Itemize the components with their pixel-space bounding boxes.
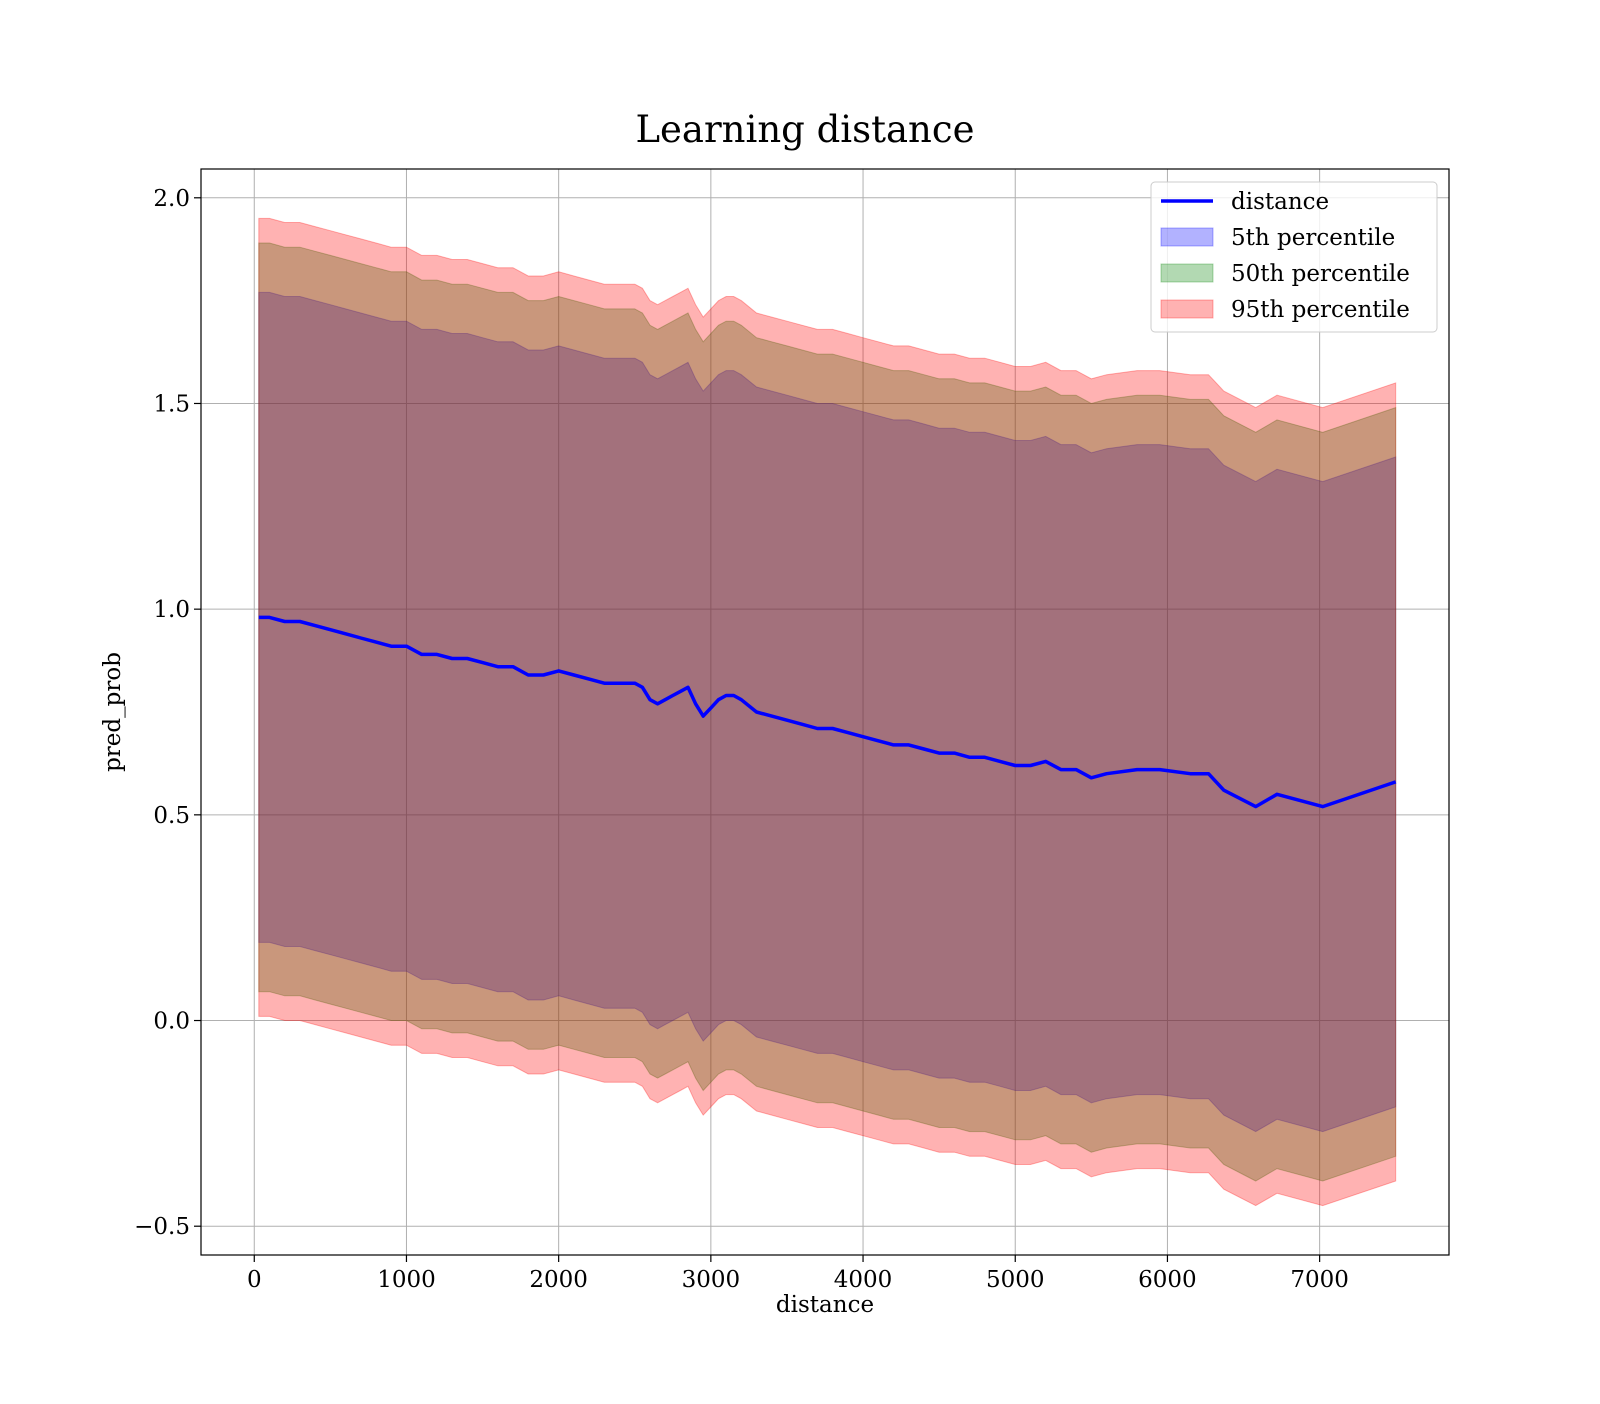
legend-swatch-95th (1160, 299, 1214, 319)
y-tick-label: 2.0 (153, 186, 190, 212)
band-95th-percentile (258, 217, 1397, 1207)
x-tick-label: 2000 (529, 1267, 588, 1293)
x-tick-label: 0 (247, 1267, 262, 1293)
y-tick-label: −0.5 (134, 1214, 190, 1240)
x-tick-label: 4000 (834, 1267, 893, 1293)
legend-label-95th: 95th percentile (1231, 297, 1410, 323)
y-tick-label: 0.5 (153, 803, 190, 829)
x-tick-label: 5000 (986, 1267, 1045, 1293)
distance-series-line (258, 615, 1397, 809)
band-5th-percentile (258, 291, 1397, 1133)
plot-frame (200, 168, 1450, 1256)
legend-label-distance: distance (1231, 189, 1329, 215)
y-tick-label: 1.5 (153, 391, 190, 417)
y-axis-label: pred_prob (100, 652, 126, 772)
legend-swatch-50th (1160, 263, 1214, 283)
legend: distance 5th percentile 50th percentile … (1150, 181, 1438, 333)
legend-frame (1150, 181, 1438, 333)
line-layer (258, 615, 1397, 809)
y-tick-label: 0.0 (153, 1009, 190, 1035)
x-tick-label: 3000 (682, 1267, 741, 1293)
band-layer (258, 217, 1397, 1207)
x-tick-label: 7000 (1290, 1267, 1349, 1293)
legend-label-50th: 50th percentile (1231, 261, 1410, 287)
band-50th-percentile (258, 242, 1397, 1182)
x-axis-label: distance (776, 1292, 874, 1318)
x-tick-label: 1000 (377, 1267, 436, 1293)
chart-title: Learning distance (635, 108, 974, 151)
legend-swatch-5th (1160, 227, 1214, 247)
x-tick-label: 6000 (1138, 1267, 1197, 1293)
tick-layer: 0 1000 2000 3000 4000 5000 6000 7000 −0.5 0.0 0.5 1… (134, 186, 1349, 1293)
y-tick-label: 1.0 (153, 597, 190, 623)
legend-label-5th: 5th percentile (1231, 225, 1395, 251)
